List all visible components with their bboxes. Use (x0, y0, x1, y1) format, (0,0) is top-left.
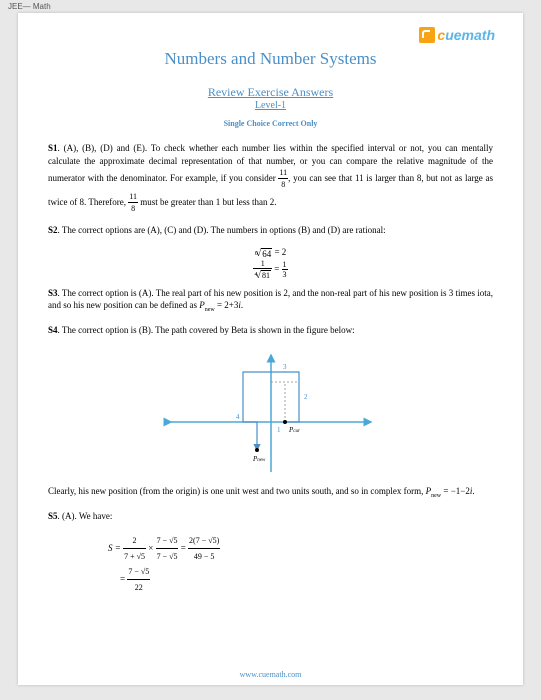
top-bar: JEE— Math (0, 0, 541, 13)
subtitle: Review Exercise Answers (48, 85, 493, 100)
solution-s4-intro: S4. The correct option is (B). The path … (48, 324, 493, 337)
solution-s1: S1. (A), (B), (D) and (E). To check whet… (48, 142, 493, 214)
fraction: 118 (278, 167, 288, 190)
s2-text1: . The correct options are (A), (C) and (… (58, 225, 386, 235)
s2-math: 6√64 = 2 1 4√81 = 13 (48, 247, 493, 281)
level-heading: Level-1 (48, 100, 493, 111)
fraction: 13 (282, 260, 288, 279)
radical: 6√64 (255, 248, 273, 259)
diagram-label-3: 3 (283, 363, 287, 371)
brand-logo: cuemath (419, 27, 495, 43)
s4-label: S4 (48, 325, 58, 335)
solution-s3: S3. The correct option is (A). The real … (48, 287, 493, 315)
logo-text: cuemath (437, 27, 495, 43)
diagram-label-2: 2 (304, 393, 308, 401)
diagram-label-pcur: Pcur (288, 426, 300, 434)
page-title: Numbers and Number Systems (48, 49, 493, 69)
s5-equation: S = 27 + √5 × 7 − √57 − √5 = 2(7 − √5)49… (108, 533, 493, 596)
page-footer: www.cuemath.com (18, 670, 523, 679)
solution-s4-conclusion: Clearly, his new position (from the orig… (48, 485, 493, 500)
single-choice-label: Single Choice Correct Only (48, 119, 493, 128)
fraction: 1 4√81 (253, 259, 272, 281)
s4-text2: Clearly, his new position (from the orig… (48, 486, 426, 496)
s3-label: S3 (48, 288, 58, 298)
s2-label: S2 (48, 225, 58, 235)
solution-s2: S2. The correct options are (A), (C) and… (48, 224, 493, 237)
diagram-label-1: 1 (277, 426, 281, 434)
s1-text3: must be greater than 1 but less than 2. (138, 196, 276, 206)
s5-label: S5 (48, 511, 58, 521)
s3-text1: . The correct option is (A). The real pa… (48, 288, 493, 311)
logo-icon (419, 27, 435, 43)
diagram-svg: 3 2 4 1 Pcur Pnew (161, 347, 381, 477)
s1-label: S1 (48, 143, 58, 153)
diagram-label-4: 4 (236, 413, 240, 421)
fraction: 118 (128, 191, 138, 214)
diagram-label-pnew: Pnew (252, 455, 266, 463)
solution-s5-intro: S5. (A). We have: (48, 510, 493, 523)
document-page: cuemath Numbers and Number Systems Revie… (18, 13, 523, 685)
s4-text1: . The correct option is (B). The path co… (58, 325, 355, 335)
s5-text1: . (A). We have: (58, 511, 113, 521)
complex-plane-figure: 3 2 4 1 Pcur Pnew (161, 347, 381, 477)
